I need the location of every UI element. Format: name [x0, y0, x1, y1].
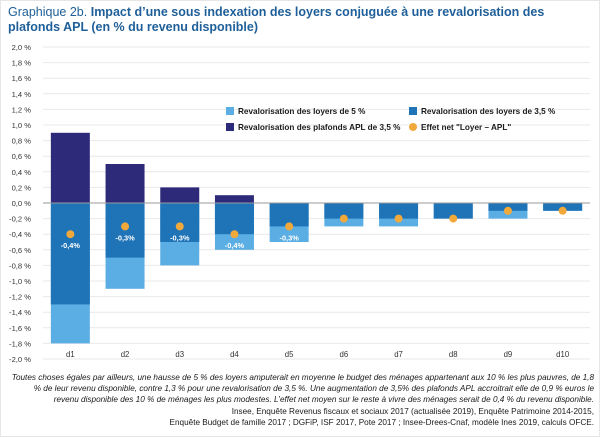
y-tick-label: -1,6 %: [9, 324, 31, 333]
bar-loyers35-d6: [324, 203, 364, 219]
legend-label-loyers5: Revalorisation des loyers de 5 %: [238, 107, 366, 116]
y-tick-label: -0,2 %: [9, 215, 31, 224]
x-tick-label: d9: [504, 350, 513, 359]
y-tick-label: 1,6 %: [12, 74, 32, 83]
chart-title-text: Impact d’une sous indexation des loyers …: [8, 5, 545, 34]
bar-apl-d1: [50, 132, 90, 203]
y-tick-label: 1,2 %: [12, 105, 32, 114]
net-effect-point-d6: [339, 214, 348, 223]
x-tick-label: d10: [556, 350, 570, 359]
data-label-d8: -0,2%: [444, 226, 464, 235]
data-label-d6: -0,2%: [334, 226, 354, 235]
net-effect-point-d7: [394, 214, 403, 223]
net-effect-point-d1: [66, 230, 75, 239]
x-tick-label: d6: [340, 350, 349, 359]
bar-loyers35-d8: [433, 203, 473, 219]
y-tick-label: 1,4 %: [12, 90, 32, 99]
bar-apl-d2: [105, 164, 145, 203]
data-label-d1: -0,4%: [61, 241, 81, 250]
y-tick-label: 0,4 %: [12, 168, 32, 177]
y-tick-label: 0,0 %: [12, 199, 32, 208]
chart-note: Toutes choses égales par ailleurs, une h…: [8, 372, 594, 428]
x-tick-label: d2: [121, 350, 130, 359]
y-tick-label: -1,8 %: [9, 339, 31, 348]
y-tick-label: -0,6 %: [9, 246, 31, 255]
chart-title-prefix: Graphique 2b.: [8, 5, 88, 19]
y-tick-label: -2,0 %: [9, 355, 31, 364]
net-effect-point-d5: [285, 222, 294, 231]
x-tick-label: d1: [66, 350, 75, 359]
y-tick-label: -1,4 %: [9, 308, 31, 317]
y-tick-label: -0,8 %: [9, 261, 31, 270]
data-label-d9: -0,1%: [498, 218, 518, 227]
y-tick-label: -1,0 %: [9, 277, 31, 286]
net-effect-point-d9: [503, 206, 512, 215]
legend-swatch-loyers5: [226, 107, 234, 115]
data-label-d4: -0,4%: [225, 241, 245, 250]
y-tick-label: 0,6 %: [12, 152, 32, 161]
bar-loyers35-d4: [214, 203, 254, 235]
legend-swatch-effet: [409, 123, 417, 131]
y-tick-label: 1,0 %: [12, 121, 32, 130]
data-label-d7: -0,2%: [389, 226, 409, 235]
legend-label-effet: Effet net "Loyer – APL": [421, 123, 511, 132]
note-text: Toutes choses égales par ailleurs, une h…: [11, 373, 594, 405]
source-line-2: Enquête Budget de famille 2017 ; DGFiP, …: [169, 417, 594, 427]
y-tick-label: 1,8 %: [12, 59, 32, 68]
net-effect-point-d8: [449, 214, 458, 223]
net-effect-point-d10: [558, 206, 567, 215]
chart-title: Graphique 2b. Impact d’une sous indexati…: [8, 5, 593, 35]
bar-loyers35-d5: [269, 203, 309, 227]
x-tick-label: d7: [394, 350, 403, 359]
bar-loyers35-d1: [50, 203, 90, 305]
data-label-d2: -0,3%: [115, 233, 135, 242]
net-effect-point-d3: [175, 222, 184, 231]
data-label-d5: -0,3%: [279, 233, 299, 242]
legend-label-loyers35: Revalorisation des loyers de 3,5 %: [421, 107, 556, 116]
data-label-d10: 0,1%: [554, 218, 571, 227]
bar-apl-d3: [160, 187, 200, 203]
bar-apl-d4: [214, 195, 254, 203]
y-tick-label: 0,8 %: [12, 137, 32, 146]
bar-chart: 2,0 % 1,8 % 1,6 % 1,4 % 1,2 % 1,0 % 0,8 % 0,6 %…: [9, 43, 590, 364]
y-tick-label: 2,0 %: [12, 43, 32, 52]
x-tick-label: d4: [230, 350, 239, 359]
net-effect-point-d4: [230, 230, 239, 239]
legend-label-apl: Revalorisation des plafonds APL de 3,5 %: [238, 123, 401, 132]
y-tick-label: -0,4 %: [9, 230, 31, 239]
data-label-d3: -0,3%: [170, 233, 190, 242]
y-tick-label: 0,2 %: [12, 183, 32, 192]
x-tick-label: d3: [175, 350, 184, 359]
source-line-1: Insee, Enquête Revenus fiscaux et sociau…: [231, 406, 594, 416]
legend-swatch-loyers35: [409, 107, 417, 115]
x-tick-label: d8: [449, 350, 458, 359]
legend-swatch-apl: [226, 123, 234, 131]
x-tick-label: d5: [285, 350, 294, 359]
y-tick-label: -1,2 %: [9, 293, 31, 302]
net-effect-point-d2: [121, 222, 130, 231]
bar-loyers35-d7: [379, 203, 419, 219]
